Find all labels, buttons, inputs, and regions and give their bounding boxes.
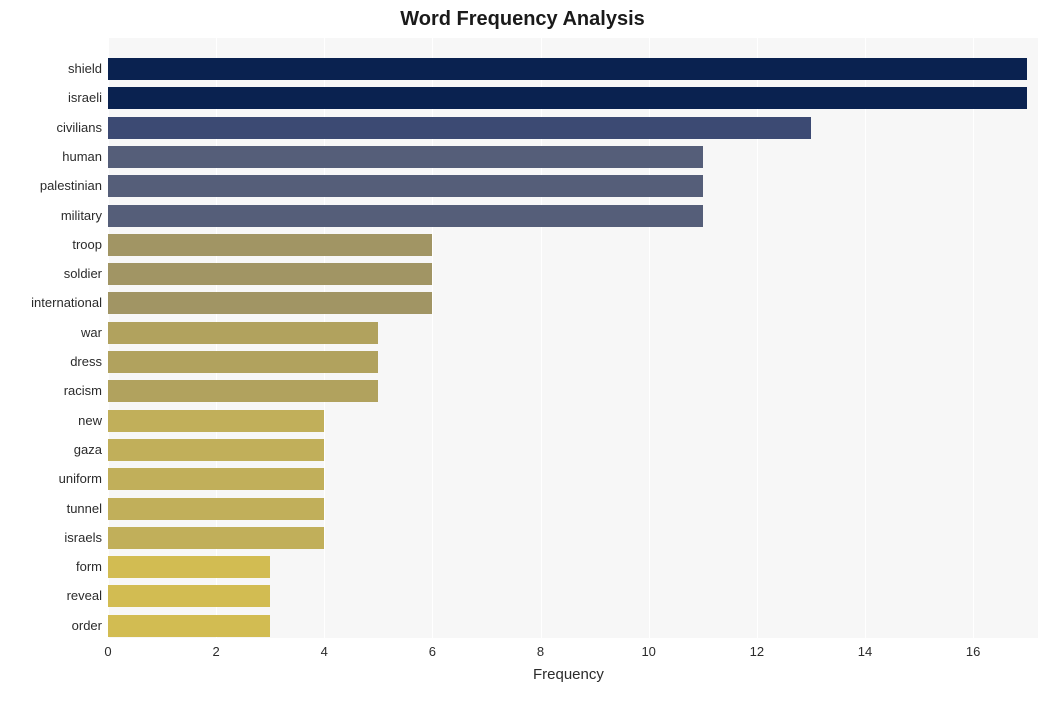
plot-area (108, 38, 1038, 638)
y-tick-label: international (31, 295, 102, 310)
bar (108, 205, 703, 227)
bar (108, 263, 432, 285)
y-tick-label: israels (64, 530, 102, 545)
bar (108, 468, 324, 490)
y-tick-label: new (78, 413, 102, 428)
bar (108, 439, 324, 461)
y-tick-label: military (61, 208, 102, 223)
y-tick-label: order (72, 618, 102, 633)
bar (108, 498, 324, 520)
y-tick-label: racism (64, 383, 102, 398)
x-tick-label: 12 (750, 644, 764, 659)
y-tick-label: civilians (56, 120, 102, 135)
bar (108, 234, 432, 256)
x-tick-label: 0 (104, 644, 111, 659)
y-tick-label: troop (72, 237, 102, 252)
x-tick-label: 6 (429, 644, 436, 659)
bar (108, 292, 432, 314)
bar (108, 410, 324, 432)
y-tick-label: form (76, 559, 102, 574)
bar (108, 585, 270, 607)
xaxis-title: Frequency (533, 666, 604, 683)
chart-title: Word Frequency Analysis (0, 8, 1045, 31)
x-tick-label: 14 (858, 644, 872, 659)
x-tick-label: 4 (321, 644, 328, 659)
y-tick-label: reveal (67, 588, 102, 603)
bar (108, 322, 378, 344)
y-tick-label: human (62, 149, 102, 164)
chart-container: Word Frequency Analysis Frequency 0 2 4 6 8 1… (0, 0, 1045, 701)
y-tick-label: tunnel (67, 501, 102, 516)
y-tick-label: uniform (59, 471, 102, 486)
y-tick-label: soldier (64, 266, 102, 281)
y-tick-label: dress (70, 354, 102, 369)
y-tick-label: war (81, 325, 102, 340)
bar (108, 351, 378, 373)
bar (108, 117, 811, 139)
y-tick-label: israeli (68, 90, 102, 105)
bar (108, 615, 270, 637)
bar (108, 556, 270, 578)
grid-line (973, 38, 974, 638)
bar (108, 527, 324, 549)
x-tick-label: 10 (641, 644, 655, 659)
y-tick-label: palestinian (40, 178, 102, 193)
y-tick-label: gaza (74, 442, 102, 457)
x-tick-label: 8 (537, 644, 544, 659)
bar (108, 380, 378, 402)
x-tick-label: 2 (213, 644, 220, 659)
bar (108, 146, 703, 168)
x-tick-label: 16 (966, 644, 980, 659)
bar (108, 87, 1027, 109)
y-tick-label: shield (68, 61, 102, 76)
bar (108, 58, 1027, 80)
grid-line (865, 38, 866, 638)
bar (108, 175, 703, 197)
